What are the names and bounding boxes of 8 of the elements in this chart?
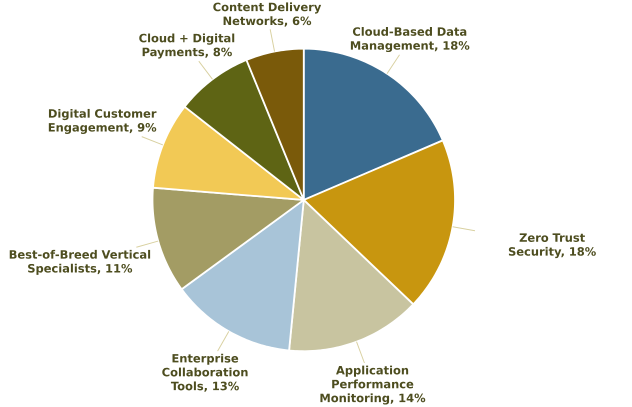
slice-label: Cloud + Digital Payments, 8% [139,34,234,59]
slice-label: Cloud-Based Data Management, 18% [350,27,470,52]
slice-label: Application Performance Monitoring, 14% [320,366,426,405]
slice-label: Zero Trust Security, 18% [508,233,596,258]
slice-label: Enterprise Collaboration Tools, 13% [162,354,248,392]
slice-label: Digital Customer Engagement, 9% [48,108,156,134]
slice-label: Best-of-Breed Vertical Specialists, 11% [10,250,150,275]
slice-label: Content Delivery Networks, 6% [213,2,322,27]
